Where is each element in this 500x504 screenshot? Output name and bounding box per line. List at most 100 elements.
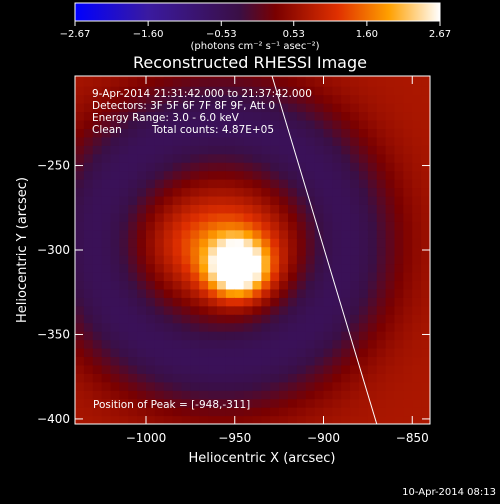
heatmap-cell [296, 204, 307, 214]
heatmap-cell [119, 288, 129, 298]
heatmap-cell [403, 373, 413, 383]
heatmap-cell [359, 322, 369, 332]
heatmap-cell [341, 246, 351, 256]
heatmap-cell [172, 356, 183, 366]
heatmap-cell [323, 390, 333, 400]
heatmap-cell [367, 246, 378, 256]
heatmap-cell [332, 94, 342, 104]
heatmap-cell [261, 263, 271, 273]
heatmap-cell [217, 347, 227, 358]
heatmap-cell [217, 170, 227, 180]
heatmap-cell [350, 238, 360, 248]
heatmap-cell [92, 246, 103, 256]
heatmap-cell [279, 145, 289, 155]
heatmap-cell [279, 119, 289, 129]
heatmap-cell [110, 86, 120, 96]
heatmap-cell [261, 179, 271, 189]
heatmap-cell [421, 305, 430, 315]
heatmap-cell [323, 288, 333, 298]
heatmap-cell [412, 238, 422, 248]
heatmap-cell [367, 187, 378, 197]
heatmap-cell [110, 339, 120, 349]
heatmap-cell [172, 229, 183, 239]
heatmap-cell [252, 246, 262, 256]
heatmap-cell [314, 162, 325, 172]
heatmap-cell [172, 111, 183, 121]
heatmap-cell [296, 339, 307, 349]
heatmap-cell [243, 86, 254, 96]
heatmap-cell [296, 103, 307, 113]
heatmap-cell [385, 305, 396, 315]
heatmap-cell [172, 255, 183, 265]
heatmap-cell [279, 246, 289, 256]
heatmap-cell [181, 263, 191, 273]
heatmap-cell [154, 322, 165, 332]
heatmap-cell [332, 381, 342, 391]
heatmap-cell [367, 305, 378, 315]
heatmap-cell [75, 305, 85, 315]
heatmap-cell [225, 204, 236, 214]
heatmap-cell [385, 280, 396, 290]
heatmap-cell [119, 170, 129, 180]
heatmap-cell [270, 136, 280, 146]
heatmap-cell [234, 398, 245, 408]
heatmap-cell [394, 153, 404, 163]
heatmap-cell [367, 288, 378, 298]
heatmap-cell [421, 212, 430, 222]
heatmap-cell [217, 314, 227, 324]
heatmap-cell [172, 271, 183, 282]
heatmap-cell [359, 204, 369, 214]
heatmap-cell [199, 347, 209, 358]
heatmap-cell [403, 398, 413, 408]
heatmap-cell [137, 212, 147, 222]
heatmap-cell [225, 347, 236, 358]
heatmap-cell [75, 238, 85, 248]
heatmap-cell [359, 271, 369, 282]
heatmap-cell [296, 280, 307, 290]
heatmap-cell [350, 314, 360, 324]
heatmap-cell [261, 162, 271, 172]
heatmap-cell [350, 128, 360, 138]
heatmap-cell [208, 195, 218, 205]
heatmap-cell [92, 162, 103, 172]
heatmap-cell [394, 86, 404, 96]
heatmap-cell [314, 103, 325, 113]
y-tick-label: −300 [37, 243, 70, 257]
heatmap-cell [305, 398, 316, 408]
heatmap-cell [394, 246, 404, 256]
heatmap-cell [208, 238, 218, 248]
heatmap-cell [323, 170, 333, 180]
heatmap-cell [128, 204, 138, 214]
heatmap-cell [137, 77, 147, 87]
heatmap-cell [110, 179, 120, 189]
heatmap-cell [234, 390, 245, 400]
heatmap-cell [101, 280, 112, 290]
heatmap-cell [101, 255, 112, 265]
heatmap-cell [208, 179, 218, 189]
heatmap-cell [261, 212, 271, 222]
heatmap-cell [314, 221, 325, 231]
heatmap-cell [92, 229, 103, 239]
heatmap-cell [296, 86, 307, 96]
heatmap-cell [234, 212, 245, 222]
heatmap-cell [359, 153, 369, 163]
heatmap-cell [341, 221, 351, 231]
heatmap-cell [323, 407, 333, 417]
heatmap-cell [163, 238, 174, 248]
heatmap-cell [323, 229, 333, 239]
heatmap-cell [385, 271, 396, 282]
heatmap-cell [75, 271, 85, 282]
heatmap-cell [359, 347, 369, 358]
heatmap-cell [208, 331, 218, 341]
heatmap-cell [341, 407, 351, 417]
heatmap-cell [412, 331, 422, 341]
heatmap-cell [367, 322, 378, 332]
heatmap-cell [83, 229, 94, 239]
heatmap-cell [234, 339, 245, 349]
heatmap-cell [367, 347, 378, 358]
heatmap-cell [225, 339, 236, 349]
heatmap-cell [270, 94, 280, 104]
heatmap-cell [128, 195, 138, 205]
heatmap-cell [314, 94, 325, 104]
heatmap-cell [314, 322, 325, 332]
